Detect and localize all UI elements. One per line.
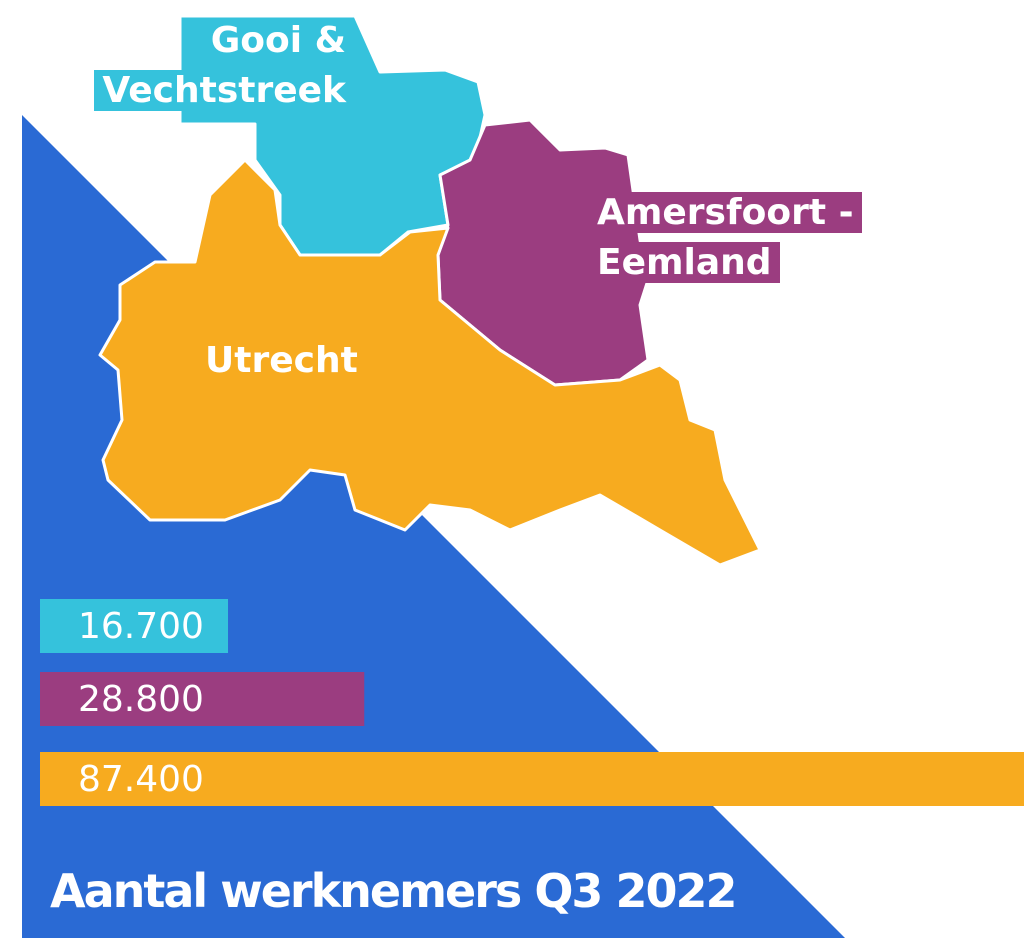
region-label: Gooi & Vechtstreek <box>64 16 354 116</box>
map-region <box>98 158 762 567</box>
map-region <box>436 118 650 387</box>
region-label-text: Utrecht <box>205 340 358 381</box>
value-label: 28.800 <box>78 679 204 720</box>
bar <box>40 752 1024 806</box>
value-label: 16.700 <box>78 606 204 647</box>
region-label: Amersfoort - Eemland <box>589 188 889 288</box>
chart-title: Aantal werknemers Q3 2022 <box>50 864 735 918</box>
region-label-text: Gooi & Vechtstreek <box>94 20 354 111</box>
bar <box>40 672 365 726</box>
region-label: Utrecht <box>197 336 497 386</box>
value-label: 87.400 <box>78 759 204 800</box>
region-label-text: Amersfoort - Eemland <box>589 192 862 283</box>
bar <box>40 599 229 653</box>
